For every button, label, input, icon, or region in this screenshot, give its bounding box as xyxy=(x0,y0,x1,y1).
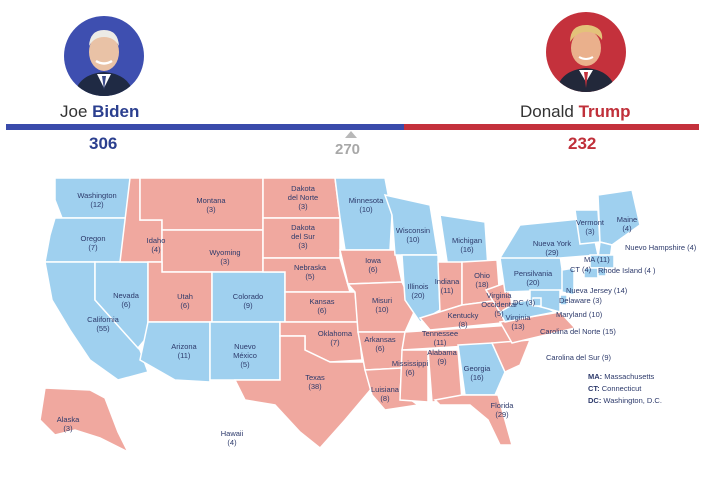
state-label-colorado: Colorado (9) xyxy=(233,292,263,310)
biden-tally-bar xyxy=(6,124,404,130)
trump-electoral-votes: 232 xyxy=(568,134,597,153)
state-label-mississippi: Mississippi (6) xyxy=(392,359,429,377)
state-label-oklahoma: Oklahoma (7) xyxy=(318,329,353,347)
state-label-nebraska: Nebraska (5) xyxy=(294,263,327,281)
trump-last-name: Trump xyxy=(578,102,631,121)
state-mississippi xyxy=(399,349,429,403)
state-label-vermont: Vermont (3) xyxy=(576,218,605,236)
state-label-minnesota: Minnesota (10) xyxy=(349,196,384,214)
state-minnesota xyxy=(334,177,393,251)
state-label-nevada: Nevada (6) xyxy=(113,291,140,309)
state-label-georgia: Georgia (16) xyxy=(464,364,492,382)
state-rhode-island xyxy=(597,267,607,277)
state-label-tennessee: Tennessee (11) xyxy=(422,329,458,347)
state-label-north-carolina: Carolina del Norte (15) xyxy=(540,327,616,336)
state-label-oregon: Oregon (7) xyxy=(80,234,105,252)
state-arizona xyxy=(139,321,211,383)
legend-abbr: DC: xyxy=(588,396,602,405)
state-label-maryland: Maryland (10) xyxy=(556,310,603,319)
state-label-florida: Florida (29) xyxy=(491,401,515,419)
state-label-arkansas: Arkansas (6) xyxy=(364,335,396,353)
legend-abbr: MA: xyxy=(588,372,603,381)
state-georgia xyxy=(457,342,506,396)
state-maryland xyxy=(529,289,561,313)
state-label-wyoming: Wyoming (3) xyxy=(209,248,240,266)
state-label-massachusetts: MA (11) xyxy=(584,255,610,264)
threshold-label: 270 xyxy=(335,141,361,158)
trump-name: Donald Trump xyxy=(520,102,631,122)
state-hawaii xyxy=(157,399,231,451)
state-label-kansas: Kansas (6) xyxy=(309,297,334,315)
trump-first-name: Donald xyxy=(520,102,574,121)
state-label-north-dakota: Dakota del Norte (3) xyxy=(288,184,318,211)
state-texas xyxy=(233,335,373,450)
legend-row: DC: Washington, D.C. xyxy=(588,395,662,407)
state-maine xyxy=(597,189,641,246)
state-label-alabama: Alabama (9) xyxy=(427,348,457,366)
biden-first-name: Joe xyxy=(60,102,88,121)
state-label-kentucky: Kentucky (8) xyxy=(448,311,479,329)
state-label-idaho: Idaho (4) xyxy=(147,236,166,254)
legend-full: Connecticut xyxy=(599,384,642,393)
state-label-dc: DC (3) xyxy=(513,298,536,307)
state-label-texas: Texas (38) xyxy=(305,373,325,391)
trump-tally-bar xyxy=(404,124,699,130)
state-label-hawaii: Hawaii (4) xyxy=(221,429,244,447)
state-label-pennsylvania: Pensilvania (20) xyxy=(514,269,553,287)
state-label-michigan: Michigan (16) xyxy=(452,236,482,254)
biden-name: Joe Biden xyxy=(60,102,139,122)
state-label-new-mexico: Nuevo México (5) xyxy=(233,342,257,369)
state-label-west-virginia: Virginia Occidental (5) xyxy=(481,291,517,318)
legend-full: Washington, D.C. xyxy=(601,396,662,405)
state-label-rhode-island: Rhode Island (4 ) xyxy=(598,266,656,275)
legend-full: Massachusetts xyxy=(602,372,655,381)
state-label-new-jersey: Nueva Jersey (14) xyxy=(566,286,628,295)
legend-abbr: CT: xyxy=(588,384,600,393)
legend-row: MA: Massachusetts xyxy=(588,371,662,383)
trump-portrait xyxy=(546,12,626,92)
state-label-montana: Montana (3) xyxy=(196,196,226,214)
biden-electoral-votes: 306 xyxy=(89,134,118,153)
state-label-wisconsin: Wisconsin (10) xyxy=(396,226,430,244)
abbreviation-legend: MA: Massachusetts CT: Connecticut DC: Wash… xyxy=(588,371,662,407)
state-connecticut xyxy=(583,267,599,279)
state-alaska xyxy=(39,387,130,454)
state-label-arizona: Arizona (11) xyxy=(171,342,197,360)
state-massachusetts xyxy=(589,254,615,269)
threshold-marker-icon xyxy=(345,131,357,138)
state-label-virginia: Virginia (13) xyxy=(506,313,532,331)
biden-portrait xyxy=(64,16,144,96)
state-label-delaware: Delaware (3) xyxy=(559,296,602,305)
state-label-illinois: Illinois (20) xyxy=(408,282,429,300)
state-label-maine: Maine (4) xyxy=(617,215,637,233)
state-label-connecticut: CT (4) xyxy=(570,265,592,274)
biden-last-name: Biden xyxy=(92,102,140,121)
state-label-ohio: Ohio (18) xyxy=(474,271,490,289)
state-label-louisiana: Luisiana (8) xyxy=(371,385,400,403)
state-new-jersey xyxy=(561,267,575,296)
state-label-alaska: Alaska (3) xyxy=(57,415,80,433)
state-label-south-dakota: Dakota del Sur (3) xyxy=(291,223,316,250)
state-dc xyxy=(532,297,542,307)
state-florida xyxy=(433,394,513,446)
state-label-indiana: Indiana (11) xyxy=(435,277,460,295)
state-label-south-carolina: Carolina del Sur (9) xyxy=(546,353,612,362)
state-label-washington: Washington (12) xyxy=(77,191,116,209)
state-label-utah: Utah (6) xyxy=(177,292,193,310)
state-label-new-york: Nueva York (29) xyxy=(533,239,572,257)
state-label-iowa: Iowa (6) xyxy=(365,256,382,274)
state-wisconsin xyxy=(383,193,439,256)
state-label-new-hampshire: Nuevo Hampshire (4) xyxy=(625,243,697,252)
state-label-missouri: Misuri (10) xyxy=(372,296,392,314)
legend-row: CT: Connecticut xyxy=(588,383,662,395)
state-label-california: California (55) xyxy=(87,315,120,333)
